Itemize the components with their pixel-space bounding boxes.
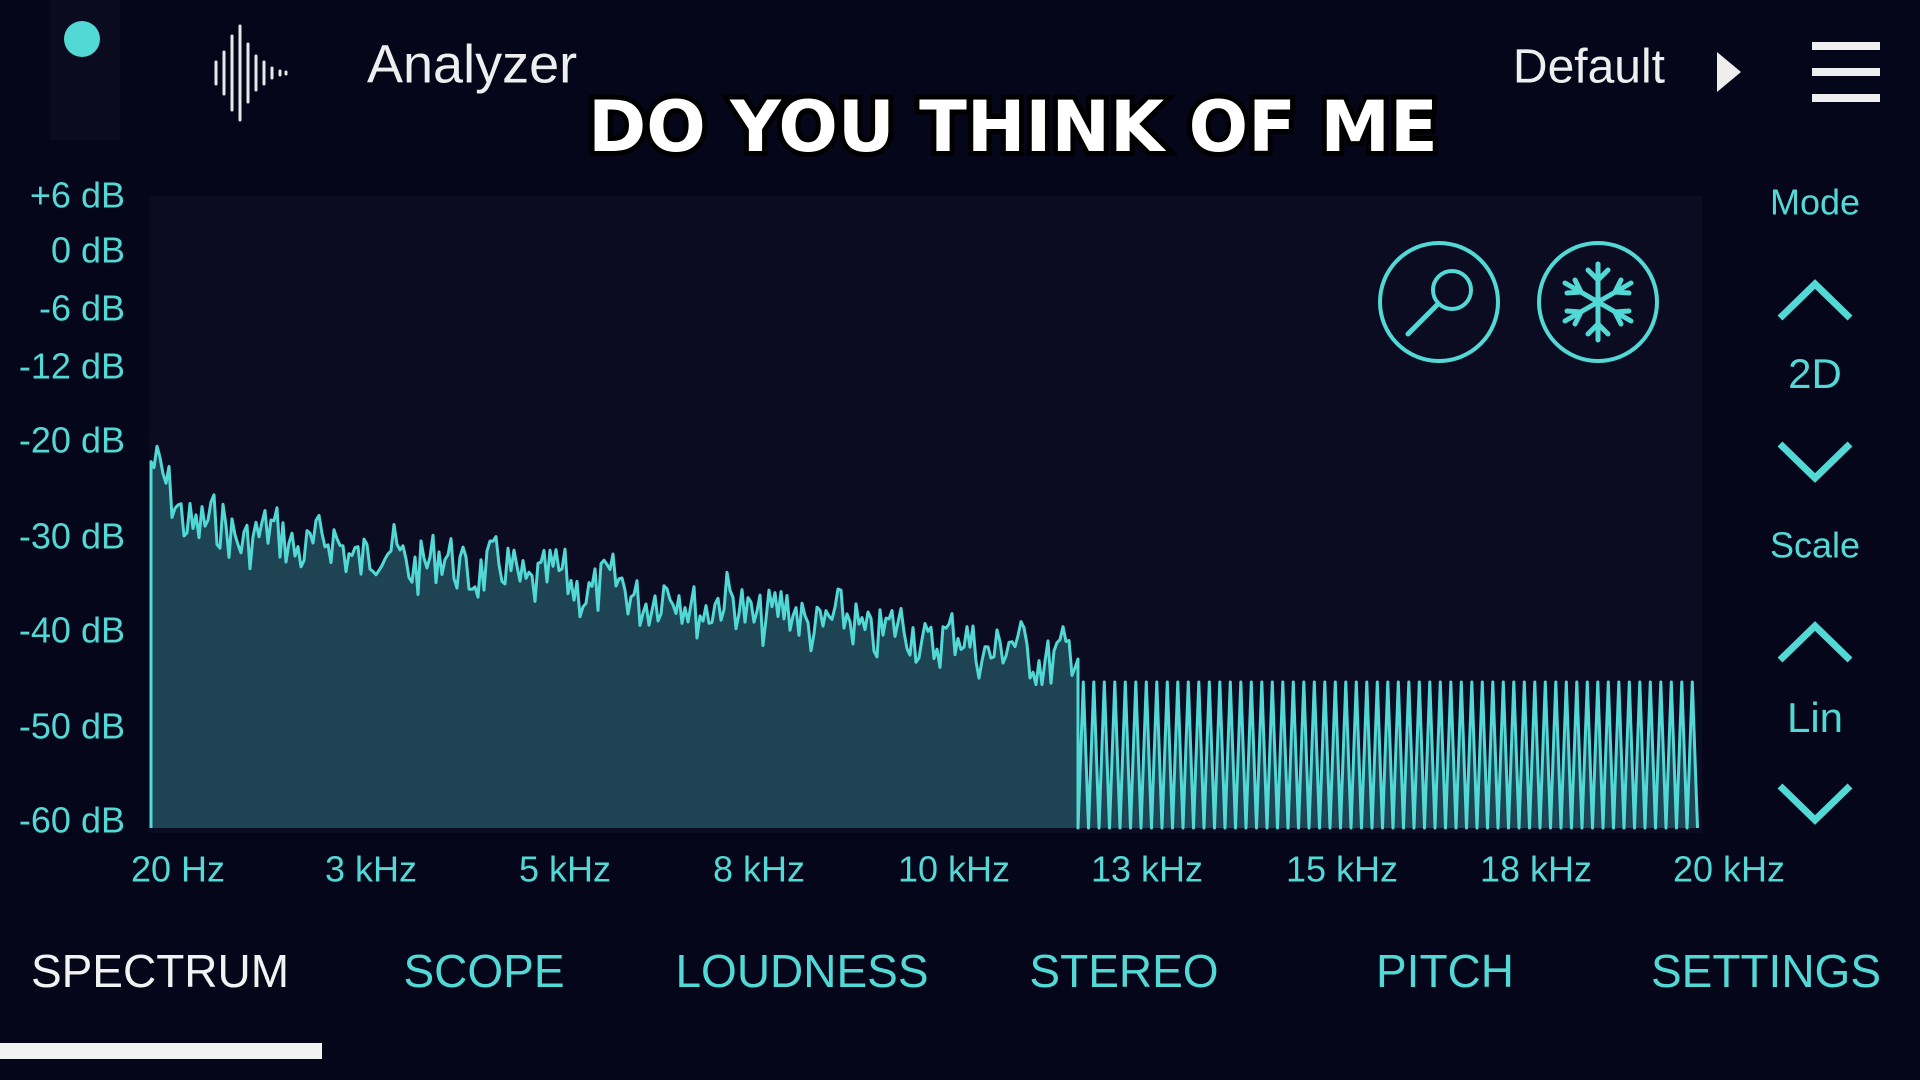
y-axis-label: -50 dB <box>19 706 125 747</box>
x-axis-label: 20 kHz <box>1673 849 1785 890</box>
scale-up-button[interactable] <box>1777 621 1853 663</box>
status-dot <box>64 21 100 57</box>
zoom-button[interactable] <box>1378 241 1500 363</box>
nav-tab[interactable]: PITCH <box>1376 945 1514 997</box>
menu-button[interactable] <box>1812 42 1880 102</box>
nav-tab[interactable]: SPECTRUM <box>31 945 289 997</box>
x-axis-label: 10 kHz <box>898 849 1010 890</box>
nav-tab[interactable]: LOUDNESS <box>675 945 928 997</box>
y-axis-label: -6 dB <box>39 288 125 329</box>
nav-tab[interactable]: SCOPE <box>403 945 564 997</box>
preset-name[interactable]: Default <box>1513 41 1665 94</box>
y-axis-label: -30 dB <box>19 516 125 557</box>
y-axis-label: +6 dB <box>30 175 125 216</box>
scale-label: Scale <box>1770 525 1860 566</box>
scale-value: Lin <box>1787 694 1843 741</box>
y-axis-label: 0 dB <box>51 230 125 271</box>
preset-next-button[interactable] <box>1717 52 1741 92</box>
active-tab-indicator <box>0 1043 322 1059</box>
x-axis-label: 15 kHz <box>1286 849 1398 890</box>
y-axis-label: -40 dB <box>19 610 125 651</box>
x-axis-label: 8 kHz <box>713 849 805 890</box>
x-axis-label: 13 kHz <box>1091 849 1203 890</box>
x-axis-label: 3 kHz <box>325 849 417 890</box>
x-axis-label: 20 Hz <box>131 849 225 890</box>
x-axis-label: 5 kHz <box>519 849 611 890</box>
nav-tab[interactable]: STEREO <box>1029 945 1218 997</box>
mode-down-button[interactable] <box>1777 441 1853 483</box>
y-axis-label: -20 dB <box>19 420 125 461</box>
y-axis-label: -60 dB <box>19 800 125 841</box>
app-title: Analyzer <box>367 34 577 94</box>
mode-label: Mode <box>1770 182 1860 223</box>
app-logo <box>214 24 288 122</box>
status-strip <box>50 0 120 140</box>
nav-tab[interactable]: SETTINGS <box>1651 945 1881 997</box>
x-axis-label: 18 kHz <box>1480 849 1592 890</box>
freeze-button[interactable] <box>1537 241 1659 363</box>
spectrum-fill <box>151 446 1698 828</box>
mode-up-button[interactable] <box>1777 279 1853 321</box>
video-caption: DO YOU THINK OF ME <box>588 86 1438 168</box>
y-axis-label: -12 dB <box>19 346 125 387</box>
mode-value: 2D <box>1788 350 1842 397</box>
spectrum-line <box>149 444 1699 830</box>
scale-down-button[interactable] <box>1777 783 1853 825</box>
